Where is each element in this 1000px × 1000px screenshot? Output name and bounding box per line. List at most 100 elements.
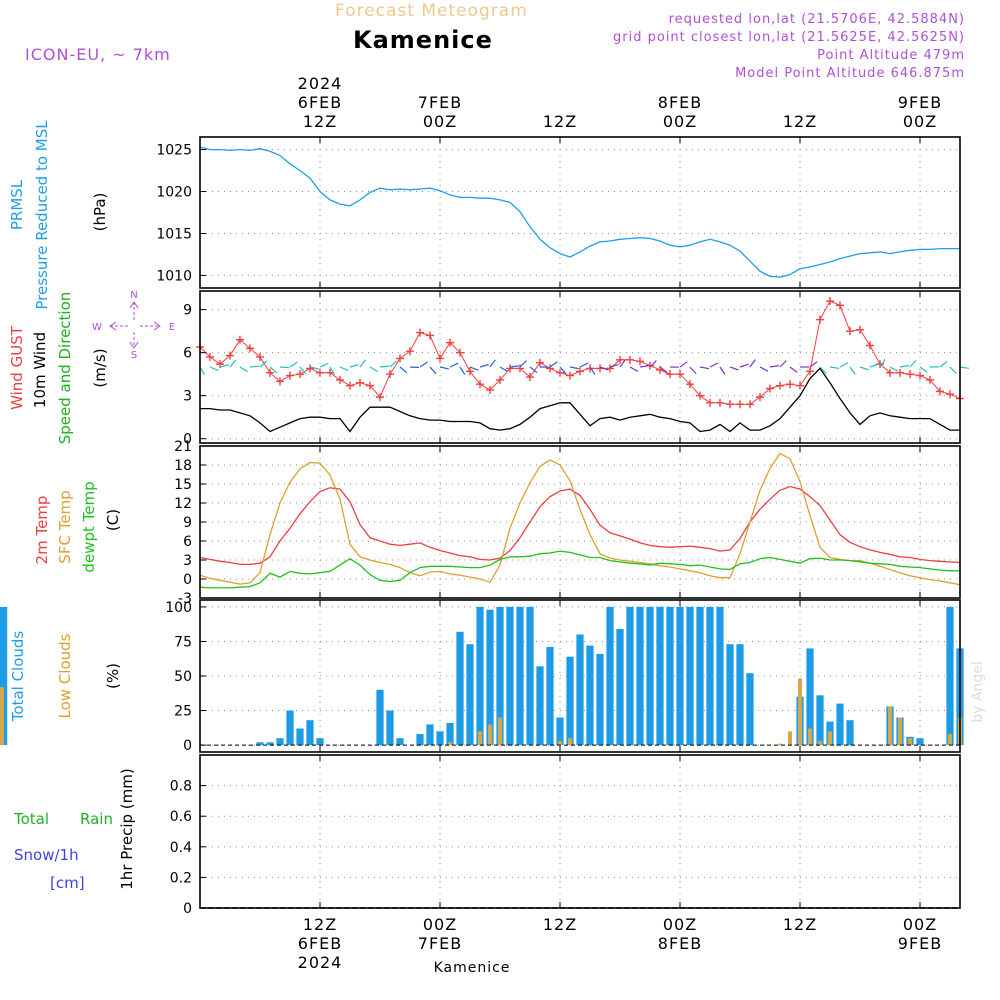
total-cloud-bar xyxy=(656,606,664,746)
wind-direction-arrow xyxy=(649,360,657,368)
footer-location: Kamenice xyxy=(434,960,511,976)
total-cloud-bar xyxy=(646,606,654,746)
wind-direction-arrow xyxy=(949,366,957,374)
wind-labels: Wind GUST 10m Wind Speed and Direction (… xyxy=(8,292,109,445)
low-cloud-bar xyxy=(0,687,4,746)
wind-gust-label: Wind GUST xyxy=(8,325,26,410)
precip-labels: Total Rain Snow/1h [cm] 1hr Precip (mm) xyxy=(13,768,136,892)
wind-direction-arrow xyxy=(639,365,649,368)
y-tick-label: 0.8 xyxy=(170,779,192,795)
y-tick-label: 21 xyxy=(174,439,192,455)
bottom-time-label: 00Z xyxy=(423,915,457,934)
total-cloud-bar xyxy=(296,728,304,746)
wind-direction-arrow xyxy=(529,366,538,374)
y-tick-label: 0 xyxy=(183,572,192,588)
temperature-series-1 xyxy=(199,452,961,586)
wind-direction-arrow xyxy=(769,365,779,368)
total-cloud-bar xyxy=(476,606,484,746)
compass-n: N xyxy=(130,290,137,301)
low-cloud-bar xyxy=(558,740,562,745)
total-cloud-bar xyxy=(836,703,844,746)
rain-label: Rain xyxy=(80,810,113,828)
compass-s: S xyxy=(131,350,137,361)
chart-title: Kamenice xyxy=(353,26,493,54)
wind-direction-arrow xyxy=(879,359,886,368)
total-cloud-bar xyxy=(726,644,734,746)
wind-direction-arrow xyxy=(549,361,558,368)
total-cloud-bar xyxy=(596,653,604,746)
y-tick-label: 0 xyxy=(183,432,192,448)
total-cloud-bar xyxy=(396,738,404,746)
wind-direction-arrow xyxy=(209,366,219,372)
precip-frame xyxy=(199,754,961,909)
low-cloud-bar xyxy=(828,731,832,746)
wind-direction-arrow xyxy=(839,362,849,368)
speed-direction-label: Speed and Direction xyxy=(56,292,74,445)
temperature-series-2 xyxy=(199,550,960,589)
ms-unit-label: (m/s) xyxy=(91,348,109,387)
top-time-label: 00Z xyxy=(663,112,697,131)
wind-series-0 xyxy=(200,367,960,433)
wind-10m-label: 10m Wind xyxy=(31,332,49,408)
grid-point-coords: grid point closest lon,lat (21.5625E, 42… xyxy=(613,30,965,45)
top-time-label: 6FEB xyxy=(298,93,342,112)
y-tick-label: 15 xyxy=(174,477,192,493)
wind-direction-arrow xyxy=(219,364,229,368)
gust-point xyxy=(706,398,714,407)
wind-frame xyxy=(199,290,961,444)
total-cloud-bar xyxy=(816,695,824,745)
total-cloud-bar xyxy=(0,606,8,746)
total-cloud-bar xyxy=(466,644,474,746)
wind-direction-arrow xyxy=(589,366,596,375)
model-point-altitude: Model Point Altitude 646.875m xyxy=(735,66,965,81)
total-cloud-bar xyxy=(696,606,704,746)
model-label: ICON-EU, ~ 7km xyxy=(25,45,171,64)
gust-point xyxy=(376,393,384,402)
gust-point xyxy=(886,368,894,377)
compass-e: E xyxy=(169,322,175,333)
gust-point xyxy=(926,375,934,384)
wind-direction-arrow xyxy=(809,361,818,368)
gust-point xyxy=(436,354,444,363)
low-cloud-bar xyxy=(788,731,792,746)
gust-point xyxy=(416,328,424,337)
total-cloud-bar xyxy=(916,738,924,746)
total-cloud-bar xyxy=(676,606,684,746)
wind-direction-arrow xyxy=(419,361,428,368)
gust-point xyxy=(206,352,214,361)
pressure-labels: PRMSL Pressure Reduced to MSL (hPa) xyxy=(8,120,109,310)
wind-direction-arrow xyxy=(399,366,408,374)
gust-point xyxy=(326,368,334,377)
gust-point xyxy=(276,377,284,386)
wind-direction-arrow xyxy=(819,366,827,374)
gust-point xyxy=(546,364,554,373)
wind-direction-arrow xyxy=(909,359,917,368)
gust-point xyxy=(626,355,634,364)
total-cloud-bar xyxy=(456,631,464,746)
wind-direction-arrow xyxy=(429,366,437,375)
gust-point xyxy=(796,381,804,390)
wind-direction-arrow xyxy=(279,366,290,369)
low-cloud-bar xyxy=(778,743,782,746)
y-tick-label: 1015 xyxy=(156,226,192,242)
requested-coords: requested lon,lat (21.5706E, 42.5884N) xyxy=(669,12,965,27)
total-cloud-bar xyxy=(496,606,504,746)
total-cloud-bar xyxy=(376,689,384,746)
total-cloud-bar xyxy=(386,710,394,745)
wind-direction-arrow xyxy=(379,365,390,368)
total-cloud-bar xyxy=(436,731,444,746)
low-cloud-bar xyxy=(908,738,912,746)
percent-unit-label: (%) xyxy=(104,663,122,689)
gust-point xyxy=(856,325,864,334)
total-clouds-label: Total Clouds xyxy=(9,631,27,723)
gust-point xyxy=(846,327,854,336)
wind-direction-arrow xyxy=(959,366,969,369)
gust-point xyxy=(936,387,944,396)
y-tick-label: 9 xyxy=(183,303,192,319)
gust-point xyxy=(396,354,404,363)
y-tick-label: 25 xyxy=(174,704,192,720)
wind-direction-arrow xyxy=(409,366,420,369)
wind-direction-arrow xyxy=(509,365,519,368)
wind-direction-arrow xyxy=(559,366,567,375)
gust-point xyxy=(406,347,414,356)
